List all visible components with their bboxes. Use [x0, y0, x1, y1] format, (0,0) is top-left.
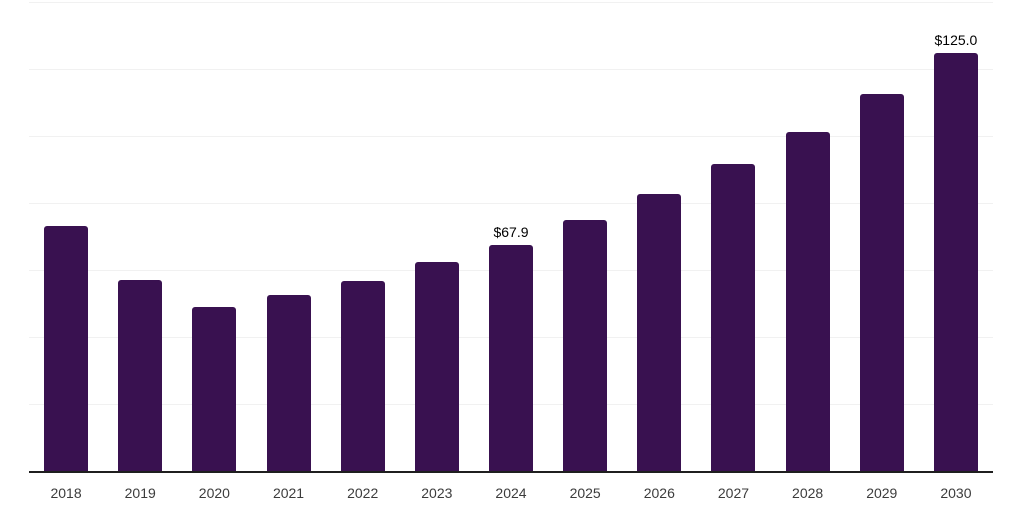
x-tick-label-2023: 2023	[421, 485, 453, 501]
bar-2026	[637, 193, 682, 472]
bar-2023	[414, 261, 459, 472]
value-label-2030: $125.0	[934, 32, 978, 49]
bar-2019	[118, 280, 163, 472]
gridline-140	[29, 2, 993, 3]
x-tick-label-2028: 2028	[792, 485, 824, 501]
x-tick-label-2026: 2026	[643, 485, 675, 501]
x-axis-line	[29, 471, 993, 473]
x-tick-label-2029: 2029	[866, 485, 898, 501]
bar-chart-plot-area: $67.9 $125.0	[29, 2, 993, 472]
bar-2024	[489, 244, 533, 472]
gridline-80	[29, 203, 993, 204]
bar-2030	[933, 53, 978, 472]
bar-2021	[266, 295, 311, 472]
bar-2028	[785, 131, 830, 472]
bar-2018	[44, 226, 89, 472]
bar-2020	[192, 307, 237, 472]
x-tick-label-2019: 2019	[124, 485, 156, 501]
bar-2027	[711, 164, 756, 472]
x-tick-label-2025: 2025	[569, 485, 601, 501]
x-tick-label-2030: 2030	[940, 485, 972, 501]
value-label-2024: $67.9	[493, 223, 529, 240]
x-tick-label-2018: 2018	[50, 485, 82, 501]
gridline-100	[29, 136, 993, 137]
x-tick-label-2022: 2022	[347, 485, 379, 501]
bar-2022	[340, 281, 385, 472]
bar-2025	[563, 220, 608, 472]
x-tick-label-2021: 2021	[272, 485, 305, 501]
x-tick-label-2024: 2024	[495, 485, 527, 501]
bar-2029	[859, 94, 904, 472]
gridline-120	[29, 69, 993, 70]
x-tick-label-2020: 2020	[198, 485, 230, 501]
x-tick-label-2027: 2027	[717, 485, 750, 501]
